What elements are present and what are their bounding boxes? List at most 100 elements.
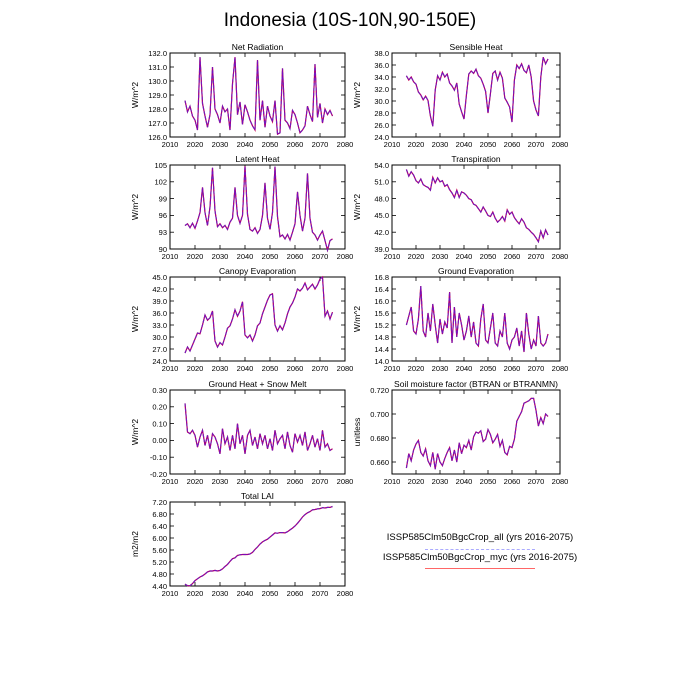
x-tick-label: 2010 [384,140,401,149]
x-tick-label: 2010 [384,477,401,486]
panel-title: Latent Heat [236,154,281,164]
series-line-all [405,169,549,244]
panel-title: Net Radiation [232,42,284,52]
y-tick-label: 38.0 [374,49,389,58]
figure-title: Indonesia (10S-10N,90-150E) [223,10,477,31]
x-tick-label: 2050 [262,252,279,261]
x-tick-label: 2020 [408,140,425,149]
series-line-myc [184,275,334,354]
x-tick-label: 2030 [212,140,229,149]
y-tick-label: 128.0 [148,105,167,114]
plot-frame [169,164,346,250]
x-tick-label: 2080 [337,589,354,598]
x-tick-label: 2050 [262,140,279,149]
x-tick-label: 2040 [456,140,473,149]
y-axis-label: W/m^2 [352,82,362,108]
series-line-overlap [184,403,333,454]
y-tick-label: 45.0 [374,211,389,220]
y-axis-label: W/m^2 [130,82,140,108]
x-tick-label: 2040 [456,364,473,373]
x-tick-label: 2070 [312,364,329,373]
y-tick-label: 42.0 [152,285,167,294]
x-tick-label: 2010 [162,252,179,261]
y-tick-label: 24.0 [152,357,167,366]
y-tick-label: 33.0 [152,321,167,330]
y-tick-label: 0.00 [152,436,167,445]
x-tick-label: 2070 [528,364,545,373]
x-tick-label: 2050 [262,477,279,486]
panel-title: Total LAI [241,491,274,501]
x-tick-label: 2010 [384,252,401,261]
y-tick-label: 36.0 [374,61,389,70]
x-tick-label: 2060 [504,364,521,373]
y-tick-label: 14.0 [374,357,389,366]
chart-panel-5: Ground Evaporation W/m^2 2010 2020 2030 2040 2… [352,266,568,373]
y-axis-label: m2/m2 [130,531,140,557]
y-tick-label: 6.40 [152,522,167,531]
legend-label-myc: ISSP585Clm50BgcCrop_myc (yrs 2016-2075) [382,552,578,563]
y-tick-label: 105 [154,161,167,170]
y-tick-label: 6.00 [152,534,167,543]
y-tick-label: 14.8 [374,333,389,342]
y-tick-label: 54.0 [374,161,389,170]
x-tick-label: 2060 [504,252,521,261]
y-tick-label: 96 [159,211,167,220]
y-tick-label: 30.0 [152,333,167,342]
x-tick-label: 2010 [384,364,401,373]
y-tick-label: 90 [159,245,167,254]
y-tick-label: 0.10 [152,419,167,428]
x-tick-label: 2030 [432,477,449,486]
x-tick-label: 2030 [432,252,449,261]
y-tick-label: 30.0 [374,97,389,106]
legend-label-all: ISSP585Clm50BgcCrop_all (yrs 2016-2075) [386,532,574,543]
y-tick-label: 5.20 [152,558,167,567]
series-line-overlap [405,169,549,243]
x-tick-label: 2080 [337,252,354,261]
panel-title: Ground Evaporation [438,266,514,276]
x-tick-label: 2060 [287,364,304,373]
x-tick-label: 2080 [337,140,354,149]
x-tick-label: 2020 [408,477,425,486]
y-axis-label: W/m^2 [130,194,140,220]
y-tick-label: 16.8 [374,273,389,282]
x-tick-label: 2020 [408,364,425,373]
x-tick-label: 2080 [552,140,569,149]
y-tick-label: 0.20 [152,403,167,412]
series-line-all [184,275,334,354]
x-tick-label: 2020 [187,364,204,373]
panel-title: Ground Heat + Snow Melt [208,379,307,389]
x-tick-label: 2020 [187,252,204,261]
y-tick-label: 4.80 [152,570,167,579]
y-tick-label: 102 [154,178,167,187]
plot-frame [169,276,346,362]
x-tick-label: 2010 [162,364,179,373]
y-tick-label: 45.0 [152,273,167,282]
y-tick-label: 39.0 [152,297,167,306]
series-line-overlap [184,57,333,135]
series-line-overlap [405,397,549,470]
legend-line-myc [425,568,535,569]
y-tick-label: 15.6 [374,309,389,318]
series-line-all [184,403,333,454]
x-tick-label: 2080 [337,477,354,486]
plot-frame [391,276,561,362]
y-tick-label: 127.0 [148,119,167,128]
series-line-myc [405,56,549,127]
x-tick-label: 2010 [162,477,179,486]
chart-panel-7: Soil moisture factor (BTRAN or BTRANMN) u… [352,379,568,486]
x-tick-label: 2060 [287,477,304,486]
y-tick-label: 131.0 [148,63,167,72]
plot-frame [391,52,561,138]
y-tick-label: 24.0 [374,133,389,142]
y-tick-label: 0.660 [370,458,389,467]
series-line-all [184,166,333,253]
y-tick-label: 48.0 [374,194,389,203]
panel-title: Transpiration [451,154,501,164]
x-tick-label: 2080 [552,252,569,261]
x-tick-label: 2020 [187,140,204,149]
series-line-myc [405,169,549,244]
x-tick-label: 2020 [408,252,425,261]
y-tick-label: 14.4 [374,345,389,354]
x-tick-label: 2050 [480,252,497,261]
